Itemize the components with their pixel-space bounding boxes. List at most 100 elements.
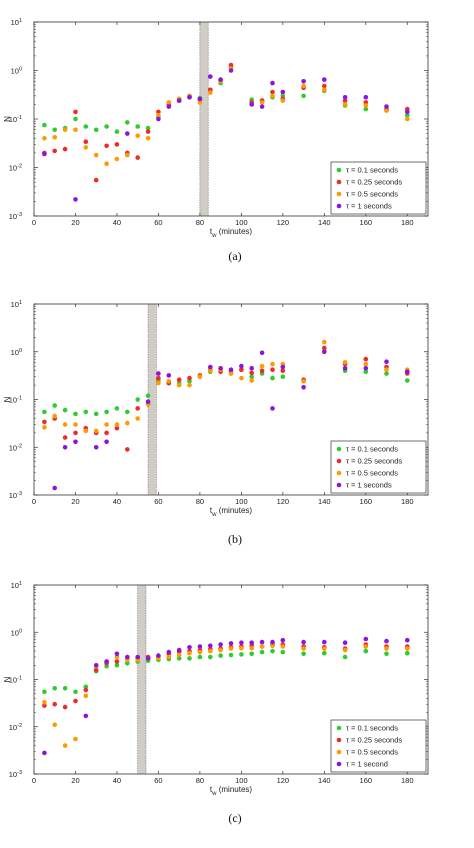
data-point xyxy=(301,83,306,89)
data-point xyxy=(104,409,109,415)
chart-panel-c: 0 20 40 60 80 100 120 140 160 180 101 100 10-1 10-2 10… xyxy=(3,581,429,825)
data-point xyxy=(259,350,265,356)
data-point xyxy=(104,430,109,436)
data-point xyxy=(259,104,265,109)
data-point xyxy=(342,647,348,653)
data-point xyxy=(187,375,192,381)
data-point xyxy=(145,399,151,405)
data-point xyxy=(197,654,203,660)
data-point xyxy=(322,349,327,355)
y-tick-label: 100 xyxy=(11,628,22,637)
x-tick-label: 80 xyxy=(196,218,204,227)
data-point xyxy=(145,129,151,134)
data-point xyxy=(166,654,172,660)
x-tick-label: 120 xyxy=(277,776,290,785)
series-purple xyxy=(52,349,410,491)
data-point xyxy=(259,363,265,369)
data-point xyxy=(114,156,120,162)
data-point xyxy=(73,439,78,445)
data-point xyxy=(125,409,130,415)
data-point xyxy=(259,100,265,105)
data-point xyxy=(197,96,203,102)
data-point xyxy=(405,116,410,122)
data-point xyxy=(280,364,286,370)
data-point xyxy=(197,374,203,380)
chart-panel-a: 0 20 40 60 80 100 120 140 160 180 101 100 10-1 10-2 10… xyxy=(3,18,429,263)
data-point xyxy=(270,89,275,95)
x-axis-label: tw (minutes) xyxy=(210,506,252,518)
data-point xyxy=(52,127,57,133)
data-point xyxy=(73,689,78,695)
y-tick-label: 101 xyxy=(11,300,22,309)
legend-label: τ = 0.5 seconds xyxy=(346,469,398,478)
y-axis-label: N xyxy=(3,676,12,682)
y-tick-label: 10-3 xyxy=(9,491,22,500)
data-point xyxy=(42,409,47,415)
data-point xyxy=(42,419,47,425)
data-point xyxy=(176,647,182,653)
x-tick-label: 80 xyxy=(196,497,204,506)
data-point xyxy=(83,124,89,129)
data-point xyxy=(322,83,327,89)
x-tick-label: 100 xyxy=(235,218,248,227)
data-point xyxy=(197,100,203,105)
shaded-band xyxy=(199,22,209,216)
data-point xyxy=(405,637,410,643)
y-axis-label: N xyxy=(3,396,12,402)
data-point xyxy=(135,406,140,411)
data-point xyxy=(384,371,389,376)
x-tick-label: 60 xyxy=(154,497,162,506)
legend-marker xyxy=(336,737,342,743)
data-point xyxy=(301,379,306,384)
data-point xyxy=(135,133,140,139)
data-point xyxy=(52,413,57,419)
data-point xyxy=(145,393,151,399)
data-point xyxy=(93,152,99,158)
data-point xyxy=(405,378,410,383)
data-point xyxy=(249,374,254,380)
data-point xyxy=(342,366,348,371)
data-point xyxy=(187,650,192,656)
data-point xyxy=(62,445,68,450)
data-point xyxy=(83,409,89,415)
data-point xyxy=(322,650,327,656)
data-point xyxy=(93,177,99,183)
x-tick-label: 0 xyxy=(32,218,36,227)
data-point xyxy=(322,639,327,645)
data-point xyxy=(363,636,369,642)
data-point xyxy=(342,360,348,365)
data-point xyxy=(363,95,369,100)
legend-label: τ = 0.5 seconds xyxy=(346,190,398,199)
legend-marker xyxy=(336,203,342,209)
data-point xyxy=(104,161,109,166)
data-point xyxy=(83,145,89,150)
legend-marker xyxy=(336,458,342,464)
legend-label: τ = 0.1 seconds xyxy=(346,166,398,175)
data-point xyxy=(114,406,120,411)
data-point xyxy=(114,425,120,431)
y-tick-label: 101 xyxy=(11,18,22,27)
data-point xyxy=(135,397,140,402)
data-point xyxy=(125,420,130,426)
data-point xyxy=(239,652,244,657)
data-point xyxy=(384,108,389,113)
data-point xyxy=(52,403,57,408)
data-point xyxy=(270,643,275,648)
x-tick-label: 0 xyxy=(32,497,36,506)
data-point xyxy=(322,339,327,345)
x-axis-label: tw (minutes) xyxy=(210,785,252,797)
data-point xyxy=(42,703,47,708)
legend-marker xyxy=(336,482,342,488)
data-point xyxy=(145,136,151,141)
data-point xyxy=(280,644,286,649)
data-point xyxy=(93,663,99,668)
data-point xyxy=(218,77,223,82)
data-point xyxy=(62,127,68,133)
data-point xyxy=(280,649,286,655)
data-point xyxy=(104,143,109,149)
y-tick-label: 10-1 xyxy=(9,676,22,685)
data-point xyxy=(156,109,161,115)
data-point xyxy=(83,693,89,699)
data-point xyxy=(83,684,89,690)
data-point xyxy=(259,368,265,374)
